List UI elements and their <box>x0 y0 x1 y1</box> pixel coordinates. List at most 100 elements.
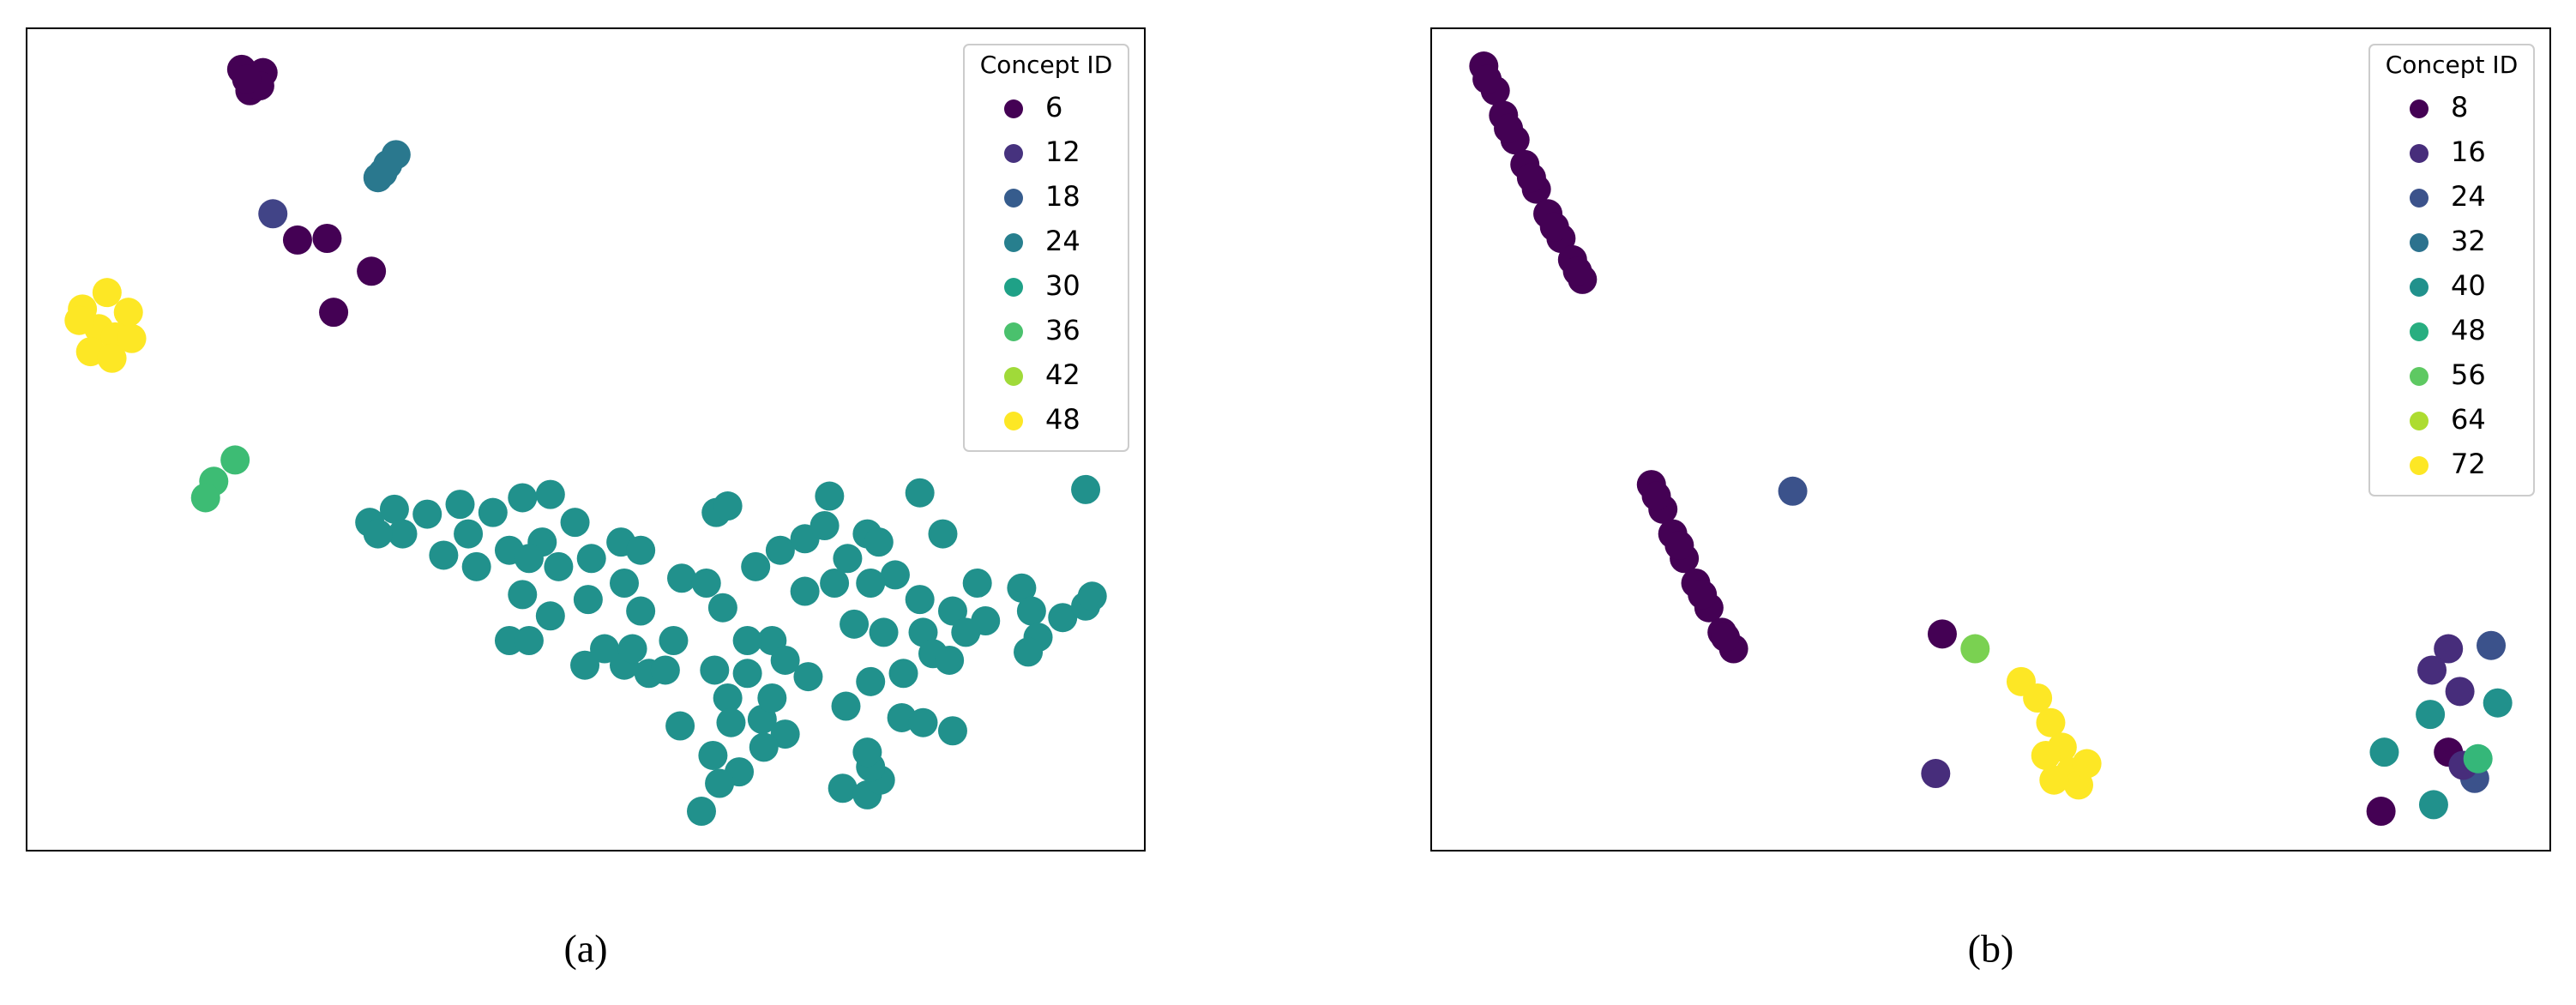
data-point <box>544 551 574 581</box>
data-point <box>665 711 695 741</box>
legend-marker <box>2410 278 2429 297</box>
legend-marker <box>1004 233 1023 252</box>
legend-marker <box>1004 322 1023 341</box>
data-point <box>935 645 965 675</box>
legend-marker <box>1004 278 1023 297</box>
data-point <box>833 544 863 574</box>
data-point <box>698 740 728 770</box>
data-point <box>570 650 600 680</box>
legend-label: 32 <box>2451 225 2486 257</box>
legend-marker <box>1004 99 1023 118</box>
legend: Concept ID 6 12 18 24 30 36 42 48 <box>963 44 1129 452</box>
legend-label: 72 <box>2451 448 2486 480</box>
legend-marker <box>2410 456 2429 475</box>
data-point <box>508 580 538 610</box>
data-point <box>2369 737 2399 767</box>
data-point <box>705 768 735 798</box>
legend-label: 40 <box>2451 269 2486 302</box>
data-point <box>514 625 544 655</box>
data-point <box>790 576 820 606</box>
legend-title: Concept ID <box>2386 51 2519 79</box>
legend-marker <box>2410 233 2429 252</box>
legend-marker <box>2410 144 2429 163</box>
data-point <box>962 568 992 598</box>
data-point <box>2416 700 2446 730</box>
data-point <box>1048 603 1078 633</box>
data-point <box>905 478 935 508</box>
data-point <box>1539 212 1569 242</box>
data-point <box>363 163 393 193</box>
data-point <box>937 716 967 746</box>
data-point <box>856 666 886 696</box>
data-point <box>1071 474 1101 504</box>
legend-label: 18 <box>1045 180 1080 213</box>
data-point <box>190 483 220 513</box>
scatter-plot: Concept ID 8 16 24 32 40 48 56 64 72 <box>1430 27 2551 852</box>
data-point <box>312 224 342 254</box>
data-point <box>1562 256 1592 286</box>
data-point <box>412 499 442 529</box>
data-point <box>749 732 779 762</box>
legend-label: 42 <box>1045 358 1080 391</box>
data-point <box>478 497 508 527</box>
data-point <box>617 634 647 664</box>
data-point <box>590 634 620 664</box>
legend-marker <box>2410 99 2429 118</box>
data-point <box>2036 707 2066 737</box>
data-point <box>220 445 250 475</box>
data-point <box>765 535 795 565</box>
legend-marker <box>1004 412 1023 430</box>
legend-marker <box>2410 367 2429 386</box>
legend-label: 48 <box>1045 403 1080 436</box>
data-point <box>1921 759 1951 789</box>
data-point <box>1472 64 1502 94</box>
data-point <box>626 596 656 626</box>
data-point <box>831 691 861 721</box>
scatter-plot: Concept ID 6 12 18 24 30 36 42 48 <box>26 27 1146 852</box>
legend-label: 6 <box>1045 91 1062 123</box>
data-point <box>1077 581 1107 611</box>
data-point <box>1516 163 1546 193</box>
data-point <box>951 617 981 647</box>
data-point <box>2072 749 2102 779</box>
data-point <box>757 683 787 713</box>
legend-label: 48 <box>2451 314 2486 346</box>
data-point <box>928 519 958 549</box>
subfigure-label: (a) <box>563 927 607 971</box>
data-point <box>379 494 409 524</box>
legend-label: 24 <box>2451 180 2486 213</box>
data-point <box>2483 688 2513 718</box>
data-point <box>828 773 858 803</box>
legend-marker <box>2410 189 2429 208</box>
data-point <box>716 707 746 737</box>
data-point <box>686 797 716 827</box>
data-point <box>852 737 882 767</box>
axes-frame <box>26 27 1146 852</box>
legend-label: 8 <box>2451 91 2468 123</box>
data-point <box>888 659 918 689</box>
data-point <box>707 593 737 623</box>
data-point <box>1016 596 1046 626</box>
data-point <box>64 305 94 335</box>
data-point <box>2031 740 2061 770</box>
data-point <box>820 568 850 598</box>
legend-marker <box>2410 412 2429 430</box>
data-point <box>1494 113 1524 143</box>
legend-label: 64 <box>2451 403 2486 436</box>
data-point <box>429 540 459 570</box>
data-point <box>856 568 886 598</box>
data-point <box>113 298 143 328</box>
subfigure-label: (b) <box>1968 927 2014 971</box>
data-point <box>117 323 147 353</box>
axes-frame <box>1430 27 2551 852</box>
data-point <box>732 625 762 655</box>
data-point <box>357 256 387 286</box>
data-point <box>691 568 721 598</box>
data-point <box>508 483 538 513</box>
data-point <box>1711 623 1741 653</box>
data-point <box>573 585 603 615</box>
data-point <box>535 601 565 631</box>
data-point <box>2434 634 2464 664</box>
data-point <box>650 655 680 685</box>
data-point <box>2039 765 2069 795</box>
